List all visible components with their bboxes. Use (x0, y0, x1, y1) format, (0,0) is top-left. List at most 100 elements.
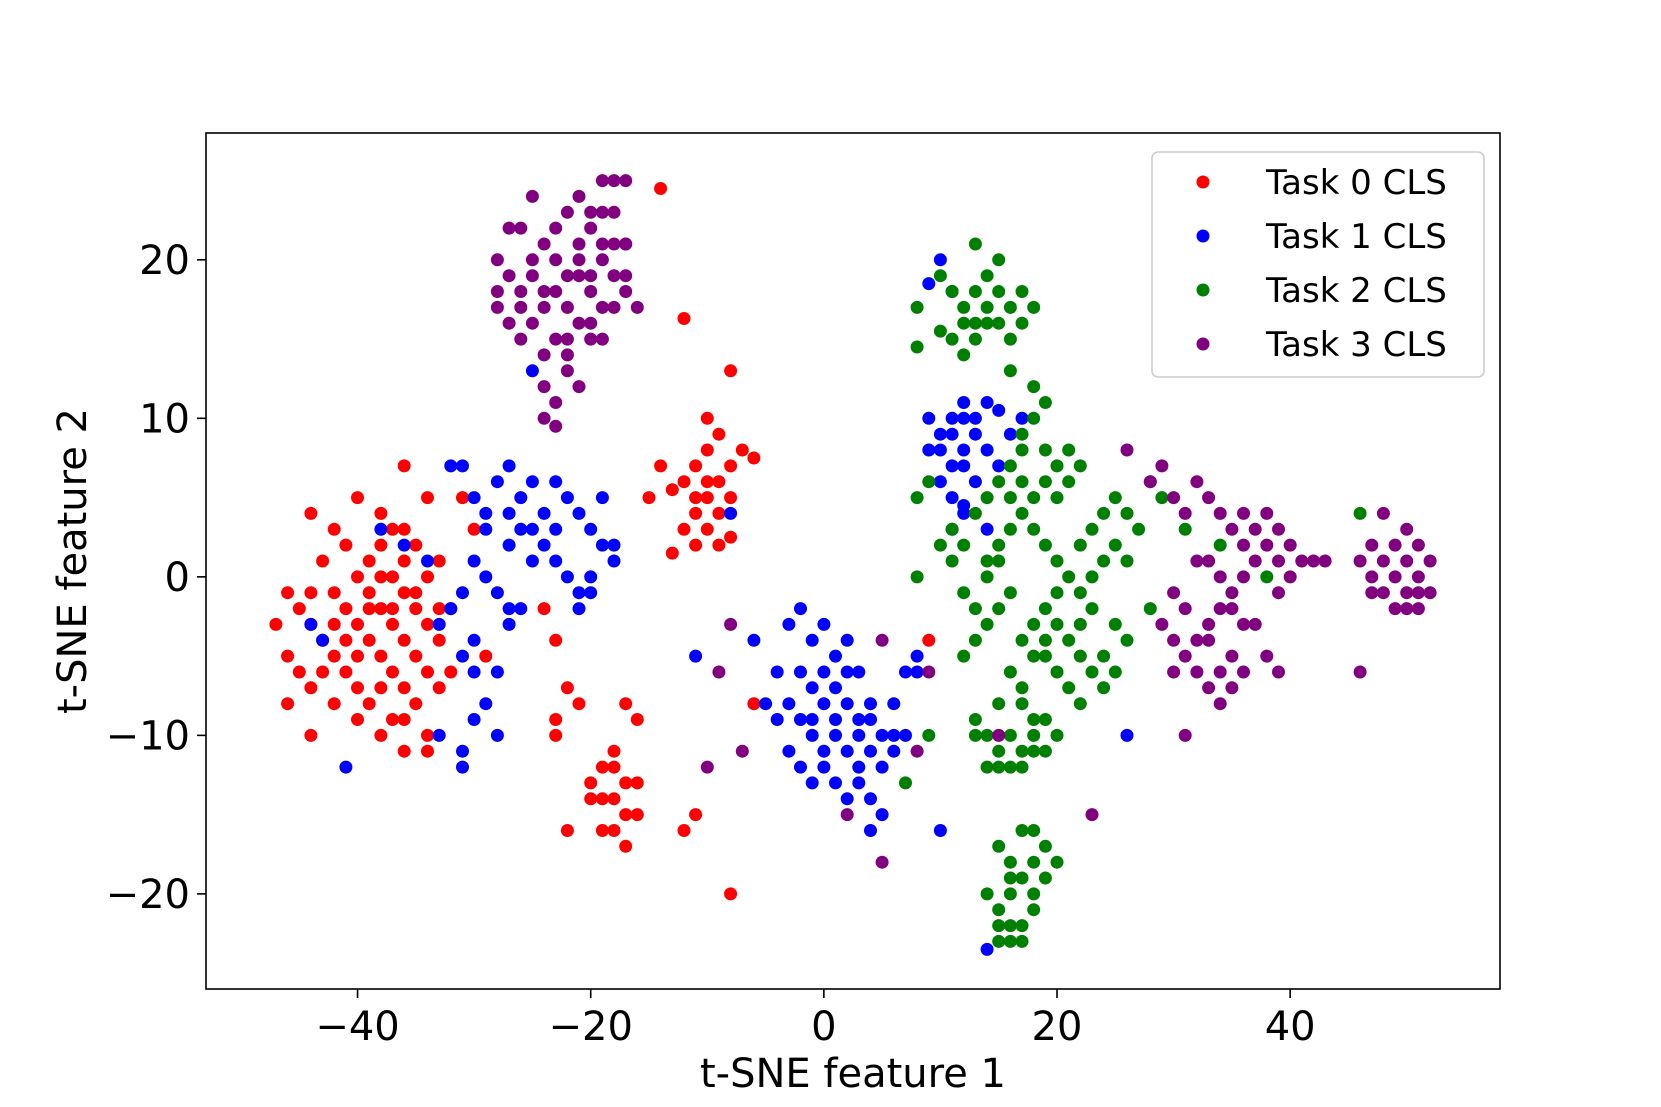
scatter-point (339, 760, 353, 774)
scatter-point (1400, 586, 1414, 600)
scatter-point (968, 633, 982, 647)
scatter-point (630, 808, 644, 822)
scatter-point (968, 728, 982, 742)
scatter-point (327, 522, 341, 536)
scatter-point (689, 649, 703, 663)
scatter-point (992, 316, 1006, 330)
scatter-point (595, 538, 609, 552)
scatter-point (1388, 538, 1402, 552)
scatter-point (374, 570, 388, 584)
scatter-point (689, 491, 703, 505)
scatter-point (374, 681, 388, 695)
scatter-point (584, 522, 598, 536)
scatter-point (1283, 538, 1297, 552)
scatter-point (945, 459, 959, 473)
scatter-point (421, 744, 434, 758)
scatter-point (292, 602, 306, 616)
scatter-point (1202, 633, 1216, 647)
scatter-point (525, 269, 539, 283)
scatter-point (1388, 602, 1402, 616)
scatter-point (549, 253, 563, 267)
scatter-point (1085, 522, 1099, 536)
scatter-point (1225, 586, 1239, 600)
scatter-point (502, 459, 516, 473)
scatter-point (584, 332, 598, 346)
series-task-0 (269, 182, 936, 901)
scatter-point (957, 411, 971, 425)
scatter-point (1376, 506, 1390, 520)
scatter-point (922, 665, 936, 679)
scatter-point (514, 332, 528, 346)
scatter-point (607, 205, 621, 219)
scatter-point (957, 538, 971, 552)
scatter-point (572, 189, 586, 203)
scatter-point (1003, 934, 1017, 948)
scatter-point (1272, 665, 1285, 679)
scatter-point (1132, 522, 1146, 536)
scatter-point (968, 316, 982, 330)
scatter-point (595, 237, 609, 251)
scatter-point (1108, 617, 1122, 631)
scatter-point (1353, 554, 1367, 568)
scatter-point (304, 681, 318, 695)
scatter-point (409, 602, 423, 616)
scatter-point (1073, 586, 1087, 600)
scatter-point (968, 332, 982, 346)
scatter-point (933, 427, 947, 441)
scatter-point (560, 491, 574, 505)
scatter-point (1155, 491, 1169, 505)
scatter-point (1178, 649, 1192, 663)
scatter-point (421, 617, 434, 631)
scatter-point (992, 839, 1006, 853)
scatter-point (397, 713, 411, 726)
y-tick-label: 20 (139, 238, 190, 284)
scatter-point (584, 269, 598, 283)
y-tick-label: 10 (139, 396, 190, 442)
scatter-point (1038, 443, 1052, 457)
scatter-point (316, 665, 330, 679)
scatter-point (968, 285, 982, 298)
scatter-point (817, 665, 831, 679)
scatter-point (595, 824, 609, 837)
scatter-point (980, 269, 994, 283)
scatter-point (1015, 760, 1029, 774)
scatter-point (525, 189, 539, 203)
scatter-point (968, 713, 982, 726)
scatter-point (1003, 332, 1017, 346)
scatter-point (689, 506, 703, 520)
scatter-point (316, 554, 330, 568)
scatter-point (980, 300, 994, 314)
scatter-point (1015, 934, 1029, 948)
scatter-point (537, 300, 551, 314)
scatter-point (339, 633, 353, 647)
scatter-point (572, 380, 586, 394)
legend-box (1151, 151, 1485, 378)
scatter-point (1190, 475, 1204, 489)
scatter-point (1015, 506, 1029, 520)
scatter-point (467, 522, 481, 536)
scatter-point (957, 443, 971, 457)
scatter-point (432, 633, 446, 647)
legend-label-task-1: Task 1 CLS (1265, 217, 1447, 257)
scatter-point (677, 824, 691, 837)
scatter-point (537, 380, 551, 394)
scatter-point (1237, 665, 1250, 679)
scatter-point (607, 538, 621, 552)
scatter-point (630, 300, 644, 314)
x-axis-label: t-SNE feature 1 (700, 1051, 1006, 1097)
scatter-point (595, 332, 609, 346)
scatter-point (1015, 824, 1029, 837)
scatter-point (1085, 665, 1099, 679)
scatter-point (770, 713, 784, 726)
scatter-point (549, 396, 563, 409)
scatter-point (1015, 285, 1029, 298)
scatter-point (1085, 602, 1099, 616)
scatter-point (700, 443, 714, 457)
scatter-point (1178, 602, 1192, 616)
scatter-point (1015, 316, 1029, 330)
scatter-point (1015, 443, 1029, 457)
scatter-point (572, 586, 586, 600)
scatter-point (630, 776, 644, 790)
scatter-point (724, 364, 738, 378)
scatter-point (397, 554, 411, 568)
